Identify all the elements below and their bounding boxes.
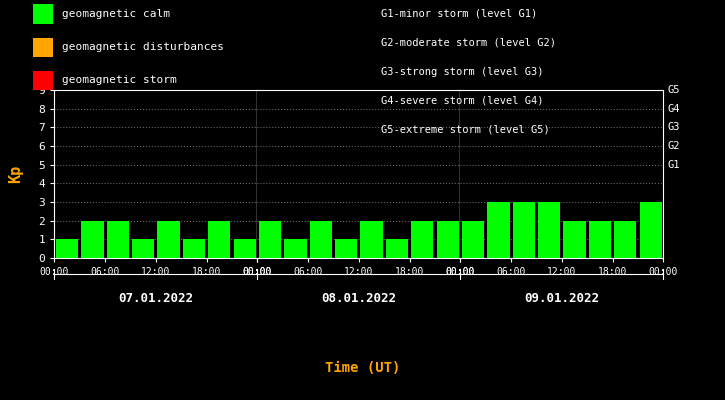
Text: Time (UT): Time (UT)	[325, 361, 400, 375]
Text: 08.01.2022: 08.01.2022	[321, 292, 397, 304]
Text: geomagnetic calm: geomagnetic calm	[62, 9, 170, 19]
Bar	[436, 221, 459, 258]
Text: Kp: Kp	[9, 165, 23, 183]
Text: G3-strong storm (level G3): G3-strong storm (level G3)	[381, 67, 543, 77]
Text: G2-moderate storm (level G2): G2-moderate storm (level G2)	[381, 38, 555, 48]
Bar	[386, 239, 408, 258]
Bar	[513, 202, 535, 258]
Text: G5: G5	[667, 85, 679, 95]
Bar	[462, 221, 484, 258]
Bar	[589, 221, 611, 258]
Text: G3: G3	[667, 122, 679, 132]
Bar	[284, 239, 307, 258]
Text: G1: G1	[667, 160, 679, 170]
Text: geomagnetic storm: geomagnetic storm	[62, 76, 176, 86]
Text: G5-extreme storm (level G5): G5-extreme storm (level G5)	[381, 124, 550, 134]
Bar	[411, 221, 434, 258]
Bar	[335, 239, 357, 258]
Bar	[563, 221, 586, 258]
Bar	[614, 221, 637, 258]
Text: G2: G2	[667, 141, 679, 151]
Bar	[183, 239, 205, 258]
Bar	[233, 239, 256, 258]
Bar	[259, 221, 281, 258]
Text: G4-severe storm (level G4): G4-severe storm (level G4)	[381, 95, 543, 105]
Text: geomagnetic disturbances: geomagnetic disturbances	[62, 42, 223, 52]
Bar	[157, 221, 180, 258]
Bar	[56, 239, 78, 258]
Bar	[360, 221, 383, 258]
Text: G1-minor storm (level G1): G1-minor storm (level G1)	[381, 9, 537, 19]
Text: 07.01.2022: 07.01.2022	[118, 292, 194, 304]
Text: 09.01.2022: 09.01.2022	[524, 292, 600, 304]
Bar	[132, 239, 154, 258]
Bar	[310, 221, 332, 258]
Bar	[538, 202, 560, 258]
Bar	[107, 221, 129, 258]
Text: G4: G4	[667, 104, 679, 114]
Bar	[81, 221, 104, 258]
Bar	[487, 202, 510, 258]
Bar	[208, 221, 231, 258]
Bar	[639, 202, 662, 258]
